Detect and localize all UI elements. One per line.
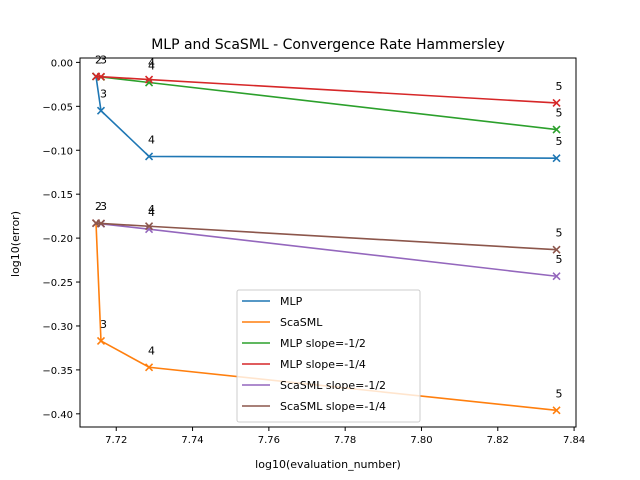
point-annotation: 3 — [100, 53, 107, 66]
series-3 — [91, 72, 561, 108]
point-annotation: 4 — [148, 57, 155, 70]
point-annotation: 5 — [556, 227, 563, 240]
point-annotation: 2 — [95, 200, 102, 213]
x-tick-label: 7.76 — [258, 435, 280, 446]
point-annotation: 5 — [556, 107, 563, 120]
series-5 — [91, 219, 561, 254]
chart-title: MLP and ScaSML - Convergence Rate Hammer… — [151, 37, 505, 53]
point-annotation: 3 — [100, 200, 107, 213]
point-annotation: 5 — [556, 135, 563, 148]
x-axis: 7.72 7.74 7.76 7.78 7.80 7.82 7.84 — [105, 427, 585, 446]
data-point — [96, 219, 106, 228]
point-annotation: 4 — [148, 133, 155, 146]
plot-area-frame — [79, 57, 577, 428]
x-tick-label: 7.72 — [105, 435, 127, 446]
series-line — [95, 76, 557, 159]
legend-entry-label: MLP — [280, 295, 303, 308]
x-tick-label: 7.80 — [410, 435, 432, 446]
data-point — [96, 72, 106, 81]
series-0 — [91, 72, 561, 163]
data-point — [96, 336, 106, 345]
data-point — [552, 98, 561, 108]
data-point — [552, 154, 561, 163]
data-point — [144, 75, 154, 84]
y-tick-label: −0.05 — [42, 102, 73, 113]
x-tick-label: 7.78 — [334, 435, 356, 446]
point-annotation: 4 — [148, 206, 155, 219]
series-line — [95, 75, 557, 104]
y-tick-label: −0.20 — [42, 234, 73, 245]
y-tick-label: −0.10 — [42, 146, 73, 157]
point-annotation: 5 — [556, 387, 563, 400]
series-layer — [91, 72, 561, 415]
series-line — [95, 222, 557, 251]
x-tick-label: 7.74 — [181, 435, 203, 446]
y-tick-label: −0.40 — [42, 410, 73, 421]
legend-entry-label: MLP slope=-1/2 — [280, 337, 366, 350]
x-axis-label: log10(evaluation_number) — [255, 458, 401, 471]
data-point — [552, 272, 561, 281]
data-point — [552, 245, 561, 254]
y-tick-label: 0.00 — [51, 58, 73, 69]
y-tick-label: −0.25 — [42, 278, 73, 289]
x-tick-label: 7.84 — [563, 435, 585, 446]
point-annotation: 3 — [100, 88, 107, 101]
legend-entry-label: ScaSML — [280, 316, 323, 329]
legend-entry-label: MLP slope=-1/4 — [280, 358, 366, 371]
point-annotation: 5 — [556, 253, 563, 266]
y-tick-label: −0.30 — [42, 322, 73, 333]
data-point — [144, 222, 154, 231]
legend-entry-label: ScaSML slope=-1/2 — [280, 379, 386, 392]
x-tick-label: 7.82 — [487, 435, 509, 446]
data-point — [552, 125, 561, 134]
data-point — [144, 152, 154, 161]
y-tick-label: −0.35 — [42, 366, 73, 377]
point-annotation: 3 — [100, 318, 107, 331]
legend-box — [236, 289, 421, 423]
y-axis: 0.00 −0.05 −0.10 −0.15 −0.20 −0.25 −0.30 −0.35 −… — [42, 58, 80, 421]
data-point — [96, 106, 106, 115]
point-annotation: 4 — [148, 203, 155, 216]
data-point — [144, 363, 154, 372]
point-annotation: 5 — [556, 80, 563, 93]
data-point — [552, 406, 561, 415]
y-axis-label: log10(error) — [9, 211, 22, 277]
y-tick-label: −0.15 — [42, 190, 73, 201]
legend-entry-label: ScaSML slope=-1/4 — [280, 400, 386, 413]
point-annotation: 4 — [148, 344, 155, 357]
point-annotation: 2 — [95, 53, 102, 66]
point-annotation: 4 — [148, 60, 155, 73]
legend: MLP ScaSML MLP slope=-1/2 MLP slope=-1/4 Sca… — [236, 289, 421, 423]
